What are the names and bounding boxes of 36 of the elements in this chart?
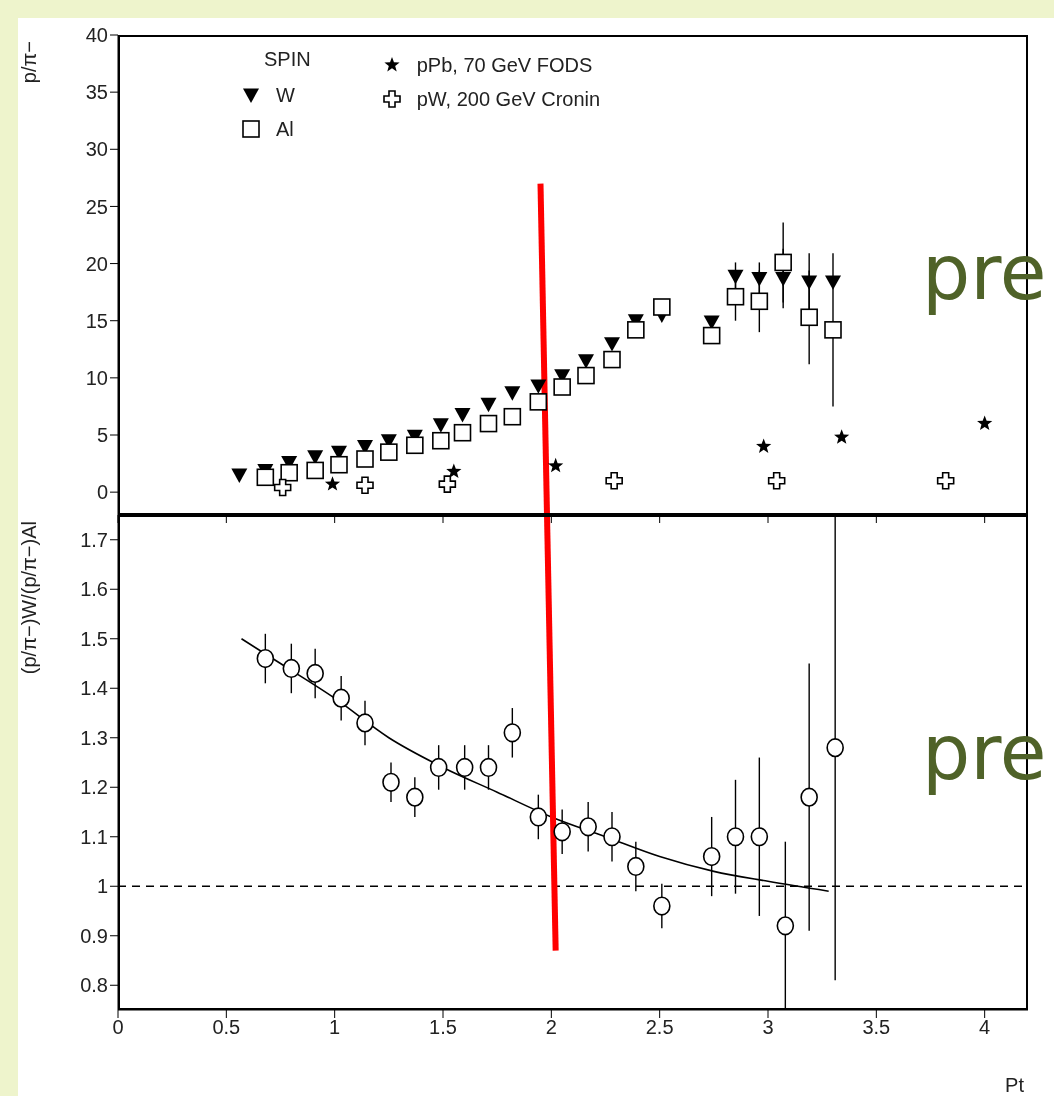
y-tick-label: 1.2 — [80, 776, 108, 799]
y-tick-label: 1.1 — [80, 825, 108, 848]
y-tick-label: 1.6 — [80, 578, 108, 601]
x-tick-label: 4 — [979, 1016, 991, 1039]
x-tick-label: 0 — [112, 1016, 124, 1039]
y-tick-label: 0.8 — [80, 974, 108, 997]
legend-label: W — [276, 83, 295, 107]
y-tick-label: 0.9 — [80, 924, 108, 947]
y-tick-label: 0 — [96, 481, 108, 504]
x-tick-label: 1 — [329, 1016, 341, 1039]
y-tick-label: 20 — [85, 252, 108, 275]
y-tick-label: 35 — [85, 81, 108, 104]
y-tick-label: 10 — [85, 366, 108, 389]
y-tick-label: 1.5 — [80, 627, 108, 650]
y-tick-label: 25 — [85, 195, 108, 218]
y-axis-title: p/π− — [18, 41, 40, 84]
legend-label: Al — [276, 117, 294, 141]
legend-label: pPb, 70 GeV FODS — [416, 53, 593, 77]
y-tick-label: 1.4 — [80, 677, 108, 700]
x-tick-label: 2.5 — [645, 1016, 674, 1039]
x-tick-label: 3.5 — [862, 1016, 891, 1039]
legend-label: pW, 200 GeV Cronin — [416, 87, 601, 111]
legend-title: SPIN — [263, 47, 311, 72]
x-tick-label: 1.5 — [429, 1016, 457, 1039]
x-axis-title: Pt — [1005, 1074, 1025, 1096]
y-tick-label: 1.3 — [80, 726, 108, 749]
y-tick-label: 1 — [96, 875, 108, 898]
y-tick-label: 5 — [96, 424, 108, 447]
x-tick-label: 2 — [545, 1016, 557, 1039]
x-tick-label: 3 — [762, 1016, 774, 1039]
y-tick-label: 40 — [85, 24, 108, 47]
y-axis-title: (p/π−)W/(p/π−)Al — [18, 521, 40, 675]
y-tick-label: 15 — [85, 309, 108, 332]
y-tick-label: 30 — [85, 138, 108, 161]
y-tick-label: 1.7 — [80, 528, 108, 551]
x-tick-label: 0.5 — [212, 1016, 241, 1039]
